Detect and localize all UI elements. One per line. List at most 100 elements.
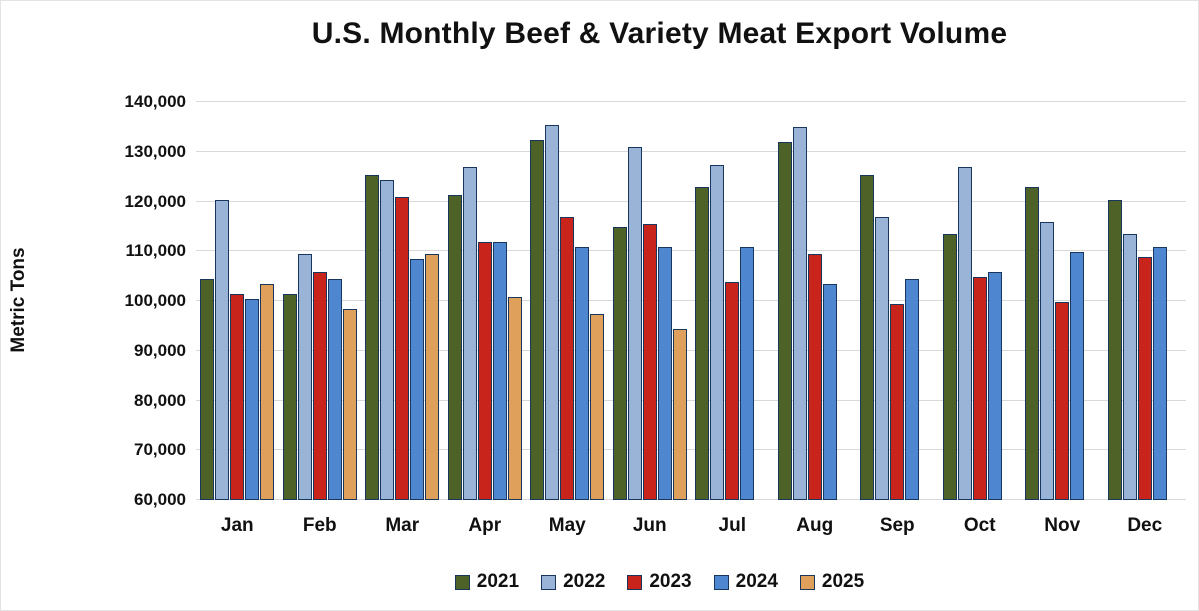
gridline <box>196 300 1186 301</box>
y-tick-label: 90,000 <box>134 340 186 360</box>
bar-2022-jun <box>627 147 642 500</box>
legend-item-2022: 2022 <box>541 571 605 593</box>
x-label-aug: Aug <box>796 515 834 536</box>
legend-label-2024: 2024 <box>735 571 778 592</box>
gridline <box>196 101 1186 102</box>
x-label-sep: Sep <box>879 515 915 536</box>
bar-2024-feb <box>327 279 342 500</box>
bar-2024-oct <box>987 271 1002 500</box>
bar-2024-dec <box>1152 246 1167 500</box>
bar-2025-mar <box>425 254 440 500</box>
bar-2022-apr <box>462 167 477 500</box>
legend-swatch-2025 <box>799 574 815 590</box>
x-label-jan: Jan <box>220 515 254 536</box>
bar-2021-feb <box>282 294 297 500</box>
bar-groups <box>196 102 1186 500</box>
bar-2021-nov <box>1025 187 1040 500</box>
legend: 2021 2022 2023 2024 2025 <box>141 571 1178 593</box>
legend-label-2023: 2023 <box>649 571 692 592</box>
bar-2021-may <box>530 139 545 500</box>
bar-2025-apr <box>507 296 522 500</box>
bar-2023-may <box>560 216 575 500</box>
bar-2022-sep <box>875 216 890 500</box>
bar-2021-jun <box>612 226 627 500</box>
bar-2021-oct <box>942 234 957 500</box>
gridline <box>196 150 1186 152</box>
bar-2025-jun <box>672 328 687 500</box>
bar-2022-feb <box>297 254 312 500</box>
legend-label-2021: 2021 <box>476 571 520 592</box>
bar-2022-oct <box>957 167 972 500</box>
bar-group-aug <box>774 102 857 500</box>
bar-group-sep <box>856 102 939 500</box>
y-tick-label: 100,000 <box>124 291 186 310</box>
bar-2022-jul <box>710 164 725 500</box>
bar-2023-sep <box>890 303 905 500</box>
bar-2022-aug <box>792 127 807 500</box>
bar-2024-jul <box>740 246 755 500</box>
bar-2023-aug <box>807 254 822 500</box>
legend-item-2021: 2021 <box>454 571 520 593</box>
gridline <box>196 349 1186 351</box>
bar-2025-may <box>590 313 605 500</box>
gridline <box>196 449 1186 451</box>
y-tick-label: 70,000 <box>134 440 186 460</box>
bar-group-jan <box>196 102 279 500</box>
gridline <box>196 499 1186 500</box>
bar-2022-dec <box>1122 234 1137 500</box>
y-tick-label: 130,000 <box>124 141 186 161</box>
legend-item-2024: 2024 <box>713 571 778 593</box>
bar-group-dec <box>1104 102 1187 500</box>
y-tick-label: 110,000 <box>125 241 186 261</box>
legend-swatch-2023 <box>627 574 643 590</box>
bar-2023-jan <box>230 294 245 500</box>
x-label-nov: Nov <box>1044 515 1081 536</box>
x-label-apr: Apr <box>468 515 502 536</box>
x-label-jun: Jun <box>632 515 667 536</box>
bar-2023-nov <box>1055 301 1070 500</box>
bar-2021-apr <box>447 194 462 500</box>
x-label-jul: Jul <box>718 515 746 536</box>
bar-group-apr <box>444 102 527 500</box>
bar-2022-may <box>545 124 560 500</box>
chart-title: U.S. Monthly Beef & Variety Meat Export … <box>311 17 1008 50</box>
bar-2024-jan <box>245 299 260 500</box>
bar-2024-apr <box>492 241 507 500</box>
y-tick-label: 120,000 <box>124 191 186 211</box>
plot-area <box>196 101 1186 500</box>
y-tick-label: 60,000 <box>134 490 186 509</box>
bar-group-jun <box>609 102 692 500</box>
bar-2021-dec <box>1107 199 1122 500</box>
bar-2023-oct <box>972 276 987 500</box>
x-axis-labels: Jan Feb Mar Apr May Jun Jul Aug Sep Oct Nov Dec <box>196 515 1186 537</box>
x-label-dec: Dec <box>1127 515 1163 536</box>
bar-group-oct <box>939 102 1022 500</box>
bar-2021-sep <box>860 174 875 500</box>
x-label-feb: Feb <box>302 515 337 536</box>
bar-group-feb <box>279 102 362 500</box>
y-axis-title: Metric Tons <box>8 247 29 353</box>
bar-2021-jul <box>695 187 710 500</box>
legend-item-2023: 2023 <box>627 571 692 593</box>
bar-2024-jun <box>657 246 672 500</box>
bar-2024-aug <box>822 284 837 500</box>
bar-2022-mar <box>380 179 395 500</box>
bar-2023-mar <box>395 197 410 500</box>
legend-label-2022: 2022 <box>563 571 606 592</box>
bar-2024-sep <box>905 279 920 500</box>
bar-2023-jul <box>725 281 740 500</box>
bar-group-nov <box>1021 102 1104 500</box>
y-tick-label: 80,000 <box>134 390 186 410</box>
bar-2025-jan <box>260 284 275 500</box>
bar-2021-aug <box>777 142 792 500</box>
bar-2024-mar <box>410 259 425 500</box>
gridline <box>196 200 1186 202</box>
y-axis-tick-labels: 60,000 70,000 80,000 90,000 100,000 110,000 12… <box>71 92 186 509</box>
bar-2023-apr <box>477 241 492 500</box>
bar-2023-feb <box>312 271 327 500</box>
legend-label-2025: 2025 <box>821 571 865 592</box>
bar-2021-mar <box>365 174 380 500</box>
bar-2024-may <box>575 246 590 500</box>
legend-swatch-2024 <box>713 574 729 590</box>
gridline <box>196 399 1186 401</box>
